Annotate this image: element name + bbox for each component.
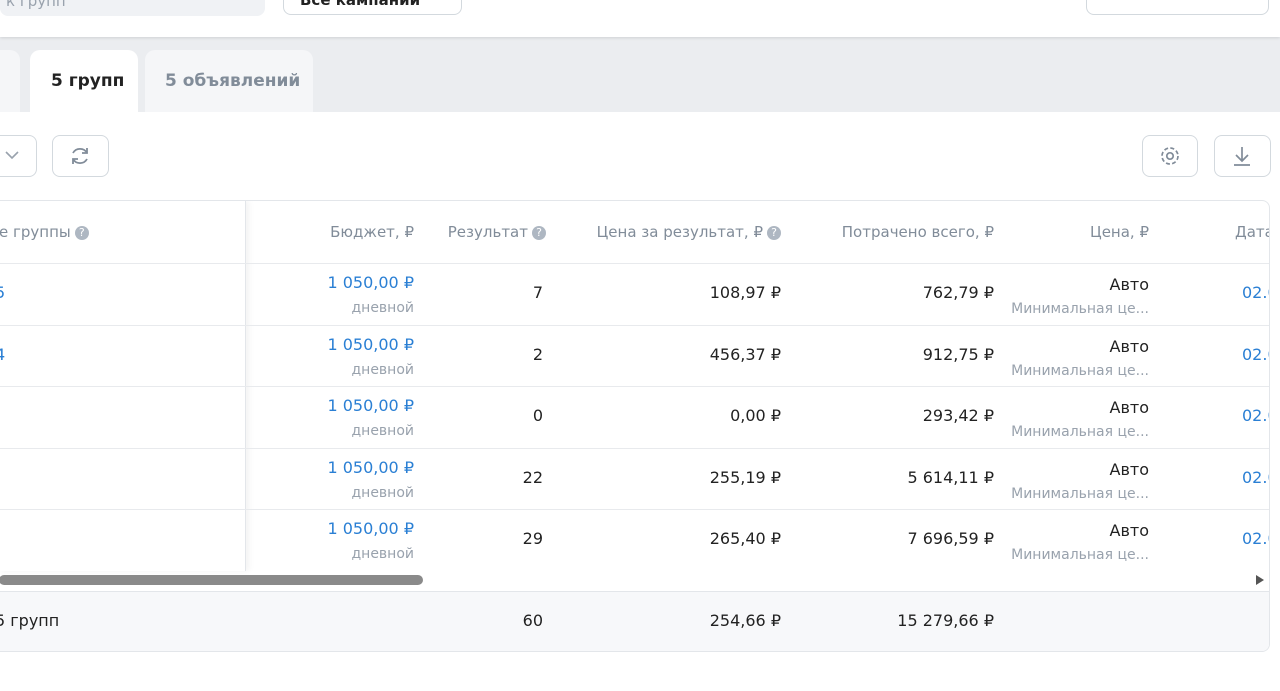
search-placeholder: к групп: [6, 0, 66, 10]
settings-button[interactable]: [1142, 135, 1198, 177]
tab-active[interactable]: 5 групп: [30, 50, 138, 112]
footer-result: 60: [522, 611, 543, 630]
group-name: 4: [0, 345, 5, 364]
spent: 5 614,11 ₽: [907, 467, 994, 487]
column-header: Результат?: [448, 223, 546, 241]
price-note: Минимальная це...: [1011, 424, 1149, 441]
search[interactable]: к групп: [0, 0, 265, 16]
help-icon[interactable]: ?: [532, 226, 546, 240]
sticky-column: [0, 201, 246, 571]
column-header: Бюджет, ₽: [330, 223, 414, 241]
date: 02.0: [1242, 344, 1269, 364]
cost-per-result: 108,97 ₽: [709, 283, 781, 302]
budget: 1 050,00 ₽: [327, 334, 414, 354]
cost-per-result: 456,37 ₽: [709, 344, 781, 364]
dropdown-button[interactable]: [0, 135, 37, 177]
group-name: 5: [0, 283, 5, 302]
refresh-button[interactable]: [52, 135, 109, 177]
date: 02.0: [1242, 283, 1269, 302]
result: 29: [522, 529, 543, 549]
date: 02.0: [1242, 529, 1269, 549]
help-icon[interactable]: ?: [74, 226, 89, 240]
column-header: Цена, ₽: [1090, 223, 1149, 241]
footer-label: 5 групп: [0, 611, 60, 630]
result: 2: [532, 344, 543, 364]
row: [0, 509, 1269, 571]
column-header: е группы?: [0, 223, 89, 241]
price: Авто: [1109, 459, 1149, 479]
price: Авто: [1109, 336, 1149, 356]
price-note: Минимальная це...: [1011, 301, 1149, 317]
price: Авто: [1109, 275, 1149, 294]
tab-label: 5 групп: [51, 71, 125, 91]
spent: 912,75 ₽: [922, 344, 994, 364]
budget: 1 050,00 ₽: [327, 396, 414, 416]
result: 0: [532, 406, 543, 426]
refresh-icon: [72, 147, 88, 165]
cost-per-result: 0,00 ₽: [730, 406, 781, 426]
price-note: Минимальная це...: [1011, 547, 1149, 564]
help-icon[interactable]: ?: [767, 226, 781, 240]
price-note: Минимальная це...: [1011, 485, 1149, 502]
budget-type: дневной: [351, 423, 414, 440]
download-button[interactable]: [1214, 135, 1271, 177]
budget: 1 050,00 ₽: [327, 519, 414, 539]
result: 22: [522, 467, 543, 487]
column-header: Потрачено всего, ₽: [841, 223, 994, 241]
column-header: Дата: [1235, 223, 1270, 241]
download-icon: [1234, 147, 1250, 166]
budget: 1 050,00 ₽: [327, 457, 414, 477]
cost-per-result: 265,40 ₽: [709, 529, 781, 549]
column-header: Цена за результат, ₽?: [597, 223, 781, 241]
price-note: Минимальная це...: [1011, 362, 1149, 379]
footer-spent: 15 279,66 ₽: [897, 611, 994, 630]
row: [0, 386, 1269, 448]
gear-icon: [1161, 147, 1179, 165]
budget-type: дневной: [351, 546, 414, 563]
budget-type: дневной: [351, 361, 414, 378]
table: е группы? Бюджет, ₽ Результат? Цена за резу…: [0, 200, 1270, 652]
date: 02.0: [1242, 406, 1269, 426]
budget-type: дневной: [351, 484, 414, 501]
row: [0, 263, 1269, 325]
budget: 1 050,00 ₽: [327, 273, 414, 292]
footer-row: [0, 591, 1269, 651]
top-bar: к групп Все кампании: [0, 0, 1280, 37]
row: [0, 447, 1269, 510]
campaign-filter[interactable]: Все кампании: [283, 0, 462, 15]
spent: 293,42 ₽: [922, 406, 994, 426]
price: Авто: [1109, 398, 1149, 418]
result: 7: [532, 283, 543, 302]
date: 02.0: [1242, 467, 1269, 487]
cost-per-result: 255,19 ₽: [709, 467, 781, 487]
spent: 7 696,59 ₽: [907, 529, 994, 549]
filter-label: Все кампании: [300, 0, 421, 9]
tab[interactable]: [0, 50, 20, 112]
tab-label: 5 объявлений: [165, 71, 301, 91]
price: Авто: [1109, 521, 1149, 541]
tab-bar: 5 групп 5 объявлений: [0, 37, 1280, 112]
scrollbar-thumb[interactable]: [0, 575, 423, 585]
spent: 762,79 ₽: [922, 283, 994, 302]
chevron-icon: [5, 151, 19, 160]
row: [0, 324, 1269, 387]
scroll-arrow[interactable]: [1255, 574, 1265, 586]
top-right-button[interactable]: [1086, 0, 1269, 15]
tab[interactable]: 5 объявлений: [145, 50, 313, 112]
scrollbar[interactable]: [0, 571, 1269, 591]
footer-cost-per-result: 254,66 ₽: [709, 611, 781, 630]
budget-type: дневной: [351, 300, 414, 316]
